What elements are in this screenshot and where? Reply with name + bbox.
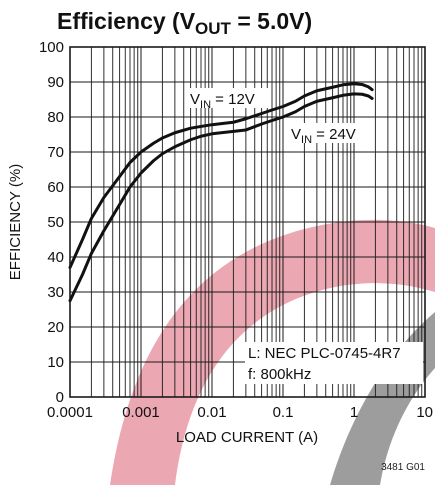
y-tick-label: 90 — [47, 74, 64, 91]
y-axis-ticks: 0 10 20 30 40 50 60 70 80 90 100 — [39, 39, 64, 406]
y-tick-label: 10 — [47, 354, 64, 371]
chart-title-subscript: OUT — [195, 19, 232, 38]
x-axis-ticks: 0.0001 0.001 0.01 0.1 1 10 — [47, 404, 433, 421]
series-label-24v-text: VIN = 24V — [291, 126, 356, 146]
series-curve-12v — [68, 82, 374, 269]
series-label-24v-subscript: IN — [301, 134, 312, 146]
chart-title: Efficiency (VOUT = 5.0V) — [57, 8, 312, 38]
series-label-12v-subscript: IN — [200, 99, 211, 111]
inductor-annotation: L: NEC PLC-0745-4R7 — [248, 345, 401, 362]
figure-code: 3481 G01 — [381, 462, 425, 473]
series-label-12v-bg — [188, 88, 268, 108]
y-tick-label: 70 — [47, 144, 64, 161]
series-label-24v-bg — [289, 123, 369, 143]
x-tick-label: 0.1 — [273, 404, 294, 421]
y-tick-label: 60 — [47, 179, 64, 196]
series-curves — [68, 82, 374, 303]
plot-frame — [69, 46, 426, 398]
series-label-12v-text: VIN = 12V — [190, 91, 255, 111]
grid — [69, 46, 426, 398]
x-tick-label: 0.001 — [122, 404, 160, 421]
x-axis-label: LOAD CURRENT (A) — [176, 429, 318, 446]
series-label-24v-prefix: V — [291, 126, 301, 143]
component-annotation: L: NEC PLC-0745-4R7 f: 800kHz — [245, 342, 423, 384]
y-tick-label: 40 — [47, 249, 64, 266]
series-label-12v-suffix: = 12V — [211, 91, 255, 108]
series-label-12v-prefix: V — [190, 91, 200, 108]
x-tick-label: 10 — [416, 404, 433, 421]
y-tick-label: 30 — [47, 284, 64, 301]
y-tick-label: 20 — [47, 319, 64, 336]
chart-title-suffix: = 5.0V) — [231, 8, 312, 34]
series-label-24v: VIN = 24V — [289, 123, 369, 146]
y-axis-label: EFFICIENCY (%) — [7, 164, 24, 280]
y-tick-label: 100 — [39, 39, 64, 56]
series-label-12v: VIN = 12V — [188, 88, 268, 111]
frequency-annotation: f: 800kHz — [248, 366, 311, 383]
y-tick-label: 50 — [47, 214, 64, 231]
component-annotation-bg — [245, 342, 423, 384]
y-tick-label: 80 — [47, 109, 64, 126]
watermark-gray-arc — [330, 312, 435, 485]
y-tick-label: 0 — [56, 389, 64, 406]
x-tick-label: 0.0001 — [47, 404, 93, 421]
series-curve-24v — [68, 92, 374, 303]
x-tick-label: 0.01 — [197, 404, 226, 421]
chart-title-prefix: Efficiency (V — [57, 8, 196, 34]
series-label-24v-suffix: = 24V — [312, 126, 356, 143]
x-tick-label: 1 — [350, 404, 358, 421]
